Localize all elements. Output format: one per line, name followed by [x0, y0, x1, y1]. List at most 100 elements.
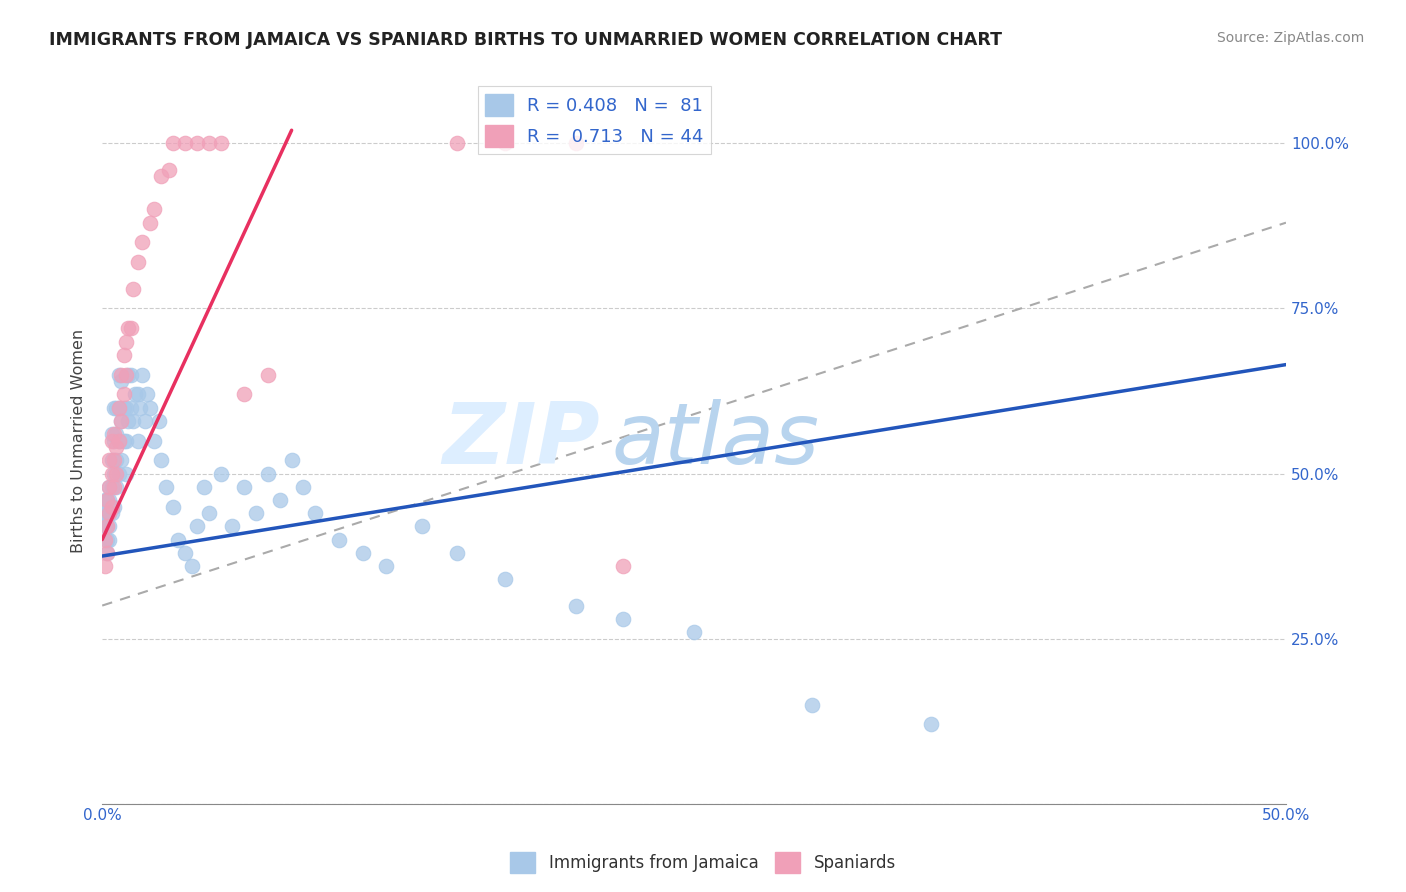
Point [103, 467, 125, 481]
Point [257, 467, 280, 481]
Point [446, 136, 468, 151]
Point [98, 506, 121, 520]
Point [107, 467, 129, 481]
Point [143, 202, 166, 217]
Point [96, 492, 118, 507]
Point [103, 480, 125, 494]
Point [117, 321, 139, 335]
Point [117, 368, 139, 382]
Point [107, 434, 129, 448]
Point [269, 492, 291, 507]
Point [117, 414, 139, 428]
Point [96, 506, 118, 520]
Point [93, 492, 115, 507]
Point [103, 453, 125, 467]
Point [115, 334, 138, 349]
Point [233, 480, 256, 494]
Point [564, 136, 586, 151]
Point [98, 519, 121, 533]
Point [120, 401, 142, 415]
Point [98, 453, 121, 467]
Point [494, 136, 516, 151]
Point [112, 348, 135, 362]
Point [174, 546, 197, 560]
Point [280, 453, 302, 467]
Point [96, 546, 118, 560]
Point [174, 136, 197, 151]
Point [112, 401, 135, 415]
Legend: Immigrants from Jamaica, Spaniards: Immigrants from Jamaica, Spaniards [503, 846, 903, 880]
Point [98, 533, 121, 547]
Point [181, 558, 204, 573]
Point [612, 612, 634, 626]
Point [103, 401, 125, 415]
Y-axis label: Births to Unmarried Women: Births to Unmarried Women [72, 328, 86, 552]
Point [107, 401, 129, 415]
Point [129, 401, 152, 415]
Point [127, 387, 149, 401]
Point [150, 169, 173, 184]
Point [100, 467, 122, 481]
Point [233, 387, 256, 401]
Point [122, 414, 145, 428]
Point [494, 572, 516, 586]
Point [100, 434, 122, 448]
Point [375, 558, 398, 573]
Text: ZIP: ZIP [441, 399, 599, 482]
Point [683, 624, 706, 639]
Point [148, 414, 170, 428]
Point [150, 453, 173, 467]
Point [110, 453, 132, 467]
Point [96, 533, 118, 547]
Point [197, 136, 219, 151]
Point [93, 506, 115, 520]
Point [157, 162, 180, 177]
Point [110, 368, 132, 382]
Point [446, 546, 468, 560]
Point [245, 506, 267, 520]
Point [100, 426, 122, 441]
Point [564, 599, 586, 613]
Point [167, 533, 190, 547]
Point [98, 506, 121, 520]
Point [162, 500, 184, 514]
Legend: R = 0.408   N =  81, R =  0.713   N = 44: R = 0.408 N = 81, R = 0.713 N = 44 [478, 87, 710, 154]
Point [110, 374, 132, 388]
Text: atlas: atlas [612, 399, 820, 482]
Point [107, 401, 129, 415]
Point [221, 519, 243, 533]
Point [105, 480, 128, 494]
Point [115, 368, 138, 382]
Point [112, 434, 135, 448]
Point [292, 480, 315, 494]
Point [103, 434, 125, 448]
Point [98, 480, 121, 494]
Point [93, 519, 115, 533]
Point [105, 440, 128, 454]
Point [138, 216, 160, 230]
Point [100, 480, 122, 494]
Point [100, 506, 122, 520]
Point [103, 500, 125, 514]
Point [411, 519, 433, 533]
Point [105, 467, 128, 481]
Point [110, 414, 132, 428]
Point [124, 387, 146, 401]
Point [93, 558, 115, 573]
Point [612, 558, 634, 573]
Text: Source: ZipAtlas.com: Source: ZipAtlas.com [1216, 31, 1364, 45]
Point [162, 136, 184, 151]
Text: IMMIGRANTS FROM JAMAICA VS SPANIARD BIRTHS TO UNMARRIED WOMEN CORRELATION CHART: IMMIGRANTS FROM JAMAICA VS SPANIARD BIRT… [49, 31, 1002, 49]
Point [138, 401, 160, 415]
Point [120, 321, 142, 335]
Point [98, 480, 121, 494]
Point [96, 546, 118, 560]
Point [920, 717, 942, 731]
Point [105, 426, 128, 441]
Point [193, 480, 215, 494]
Point [107, 434, 129, 448]
Point [115, 467, 138, 481]
Point [143, 434, 166, 448]
Point [304, 506, 326, 520]
Point [328, 533, 350, 547]
